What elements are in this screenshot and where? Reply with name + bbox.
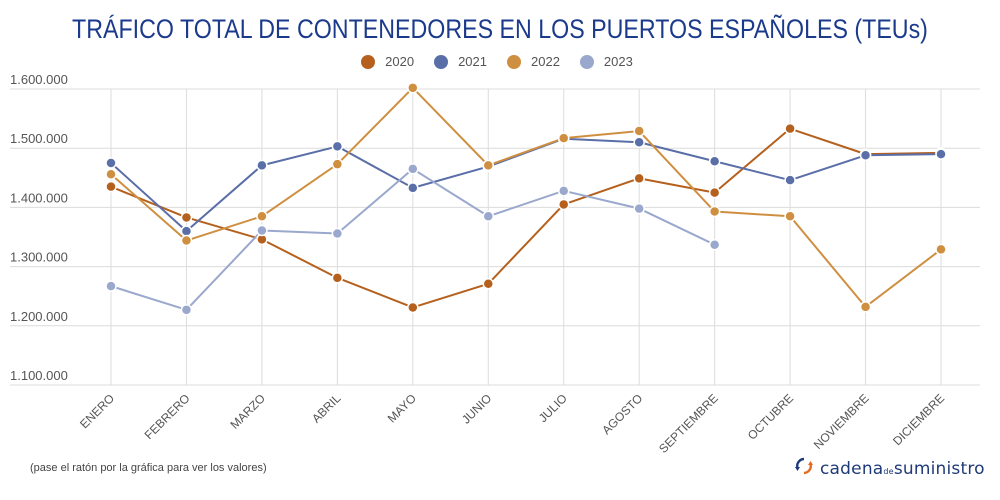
data-point[interactable]: 2020 SEPTIEMBRE: 1.425.000 [708,186,721,199]
series-2022-points: 2022 ENERO: 1.456.000 2022 FEBRERO: 1.344… [105,82,947,313]
x-tick-label: NOVIEMBRE [811,391,872,452]
brand-name-part2: de [883,466,894,476]
circular-arrows-icon [794,456,814,481]
data-point[interactable]: 2023 AGOSTO: 1.398.000 [633,202,645,215]
y-tick-label: 1.200.000 [10,309,68,324]
y-tick-label: 1.100.000 [10,368,68,383]
data-point[interactable]: 2021 AGOSTO: 1.510.000 [633,136,645,149]
legend-item-2021[interactable]: 2021 [434,54,487,69]
hover-hint: (pase el ratón por la gráfica para ver l… [30,462,267,474]
brand-name-part3: suministro [893,458,985,479]
grid [10,88,980,386]
x-tick-label: SEPTIEMBRE [656,391,721,456]
data-point[interactable]: 2023 JULIO: 1.428.000 [557,185,570,197]
x-tick-label: ABRIL [309,391,344,426]
series-2021-points: 2021 ENERO: 1.475.000 2021 FEBRERO: 1.360… [105,132,947,237]
data-point[interactable]: 2023 MAYO: 1.465.000 [407,163,419,175]
data-point[interactable]: 2022 OCTUBRE: 1.385.000 [784,210,796,223]
data-point[interactable]: 2020 FEBRERO: 1.383.000 [180,211,193,224]
x-tick-label: DICIEMBRE [890,391,947,448]
data-point[interactable]: 2021 MARZO: 1.471.000 [256,159,268,172]
brand-logo: cadenadesuministro [794,456,985,481]
y-tick-label: 1.500.000 [10,131,68,146]
data-point[interactable]: 2023 JUNIO: 1.385.000 [482,210,495,223]
series-2020 [110,127,942,309]
chart-title: TRÁFICO TOTAL DE CONTENEDORES EN LOS PUE… [72,14,928,44]
data-point[interactable]: 2021 ABRIL: 1.503.000 [331,140,344,153]
data-point[interactable]: 2022 MARZO: 1.385.000 [256,210,268,223]
legend-item-2022[interactable]: 2022 [507,54,560,69]
data-point[interactable]: 2021 FEBRERO: 1.360.000 [180,225,193,237]
x-tick-label: MAYO [385,391,419,425]
series-line [110,86,942,308]
data-point[interactable]: 2022 AGOSTO: 1.529.000 [633,125,645,137]
data-point[interactable]: 2023 SEPTIEMBRE: 1.337.000 [708,238,721,251]
data-point[interactable]: 2022 JUNIO: 1.471.000 [482,159,495,172]
data-point[interactable]: 2021 SEPTIEMBRE: 1.478.000 [708,155,721,167]
data-point[interactable]: 2022 DICIEMBRE: 1.329.000 [935,243,947,256]
x-tick-label: FEBRERO [142,391,193,442]
data-point[interactable]: 2023 FEBRERO: 1.227.000 [180,304,193,316]
data-point[interactable]: 2022 MAYO: 1.602.000 [407,82,419,94]
data-point[interactable]: 2021 ENERO: 1.475.000 [105,157,117,169]
legend-label: 2021 [458,54,487,69]
x-tick-label: OCTUBRE [745,391,796,442]
y-tick-label: 1.600.000 [10,72,68,87]
data-point[interactable]: 2020 OCTUBRE: 1.533.000 [784,122,796,135]
series-2023-points: 2023 ENERO: 1.267.000 2023 FEBRERO: 1.227… [105,163,721,316]
data-point[interactable]: 2023 MARZO: 1.361.000 [256,224,268,237]
y-axis-ticks: 1.100.000 1.200.000 1.300.000 1.400.000 1.50… [10,72,68,383]
data-point[interactable]: 2020 ABRIL: 1.281.000 [331,272,344,284]
x-axis-ticks: ENERO FEBRERO MARZO ABRIL MAYO JUNIO JULIO AGOS… [77,391,947,456]
data-point[interactable]: 2020 MAYO: 1.231.000 [407,301,419,314]
data-point[interactable]: 2021 MAYO: 1.433.000 [407,182,419,194]
legend-label: 2020 [385,54,415,69]
x-tick-label: ENERO [77,391,117,431]
legend-dot-icon [507,54,521,69]
y-tick-label: 1.400.000 [10,190,68,205]
legend-item-2020[interactable]: 2020 [361,54,414,69]
data-point[interactable]: 2022 ENERO: 1.456.000 [105,168,117,180]
data-point[interactable]: 2020 ENERO: 1.435.000 [105,180,117,193]
data-point[interactable]: 2023 ABRIL: 1.356.000 [331,227,344,240]
data-point[interactable]: 2020 JULIO: 1.405.000 [557,198,570,211]
brand-name: cadenadesuministro [820,459,985,479]
legend-dot-icon [361,54,376,69]
data-point[interactable]: 2022 ABRIL: 1.473.000 [331,158,344,170]
y-tick-label: 1.300.000 [10,250,68,265]
data-point[interactable]: 2020 JUNIO: 1.271.000 [482,278,495,290]
legend-item-2023[interactable]: 2023 [579,54,633,69]
legend-label: 2023 [603,54,633,69]
series-2022 [110,86,942,308]
brand-name-part1: cadena [820,458,884,479]
data-point[interactable]: 2022 NOVIEMBRE: 1.232.000 [859,301,872,313]
data-point[interactable]: 2021 OCTUBRE: 1.446.000 [784,174,796,186]
data-point[interactable]: 2021 DICIEMBRE: 1.490.000 [935,148,947,160]
legend-dot-icon [434,54,449,69]
legend: 2020 2021 2022 2023 [0,54,1000,69]
data-point[interactable]: 2022 FEBRERO: 1.344.000 [180,234,193,247]
data-point[interactable]: 2020 AGOSTO: 1.449.000 [633,172,645,185]
x-tick-label: JULIO [536,391,570,425]
data-point[interactable]: 2023 ENERO: 1.267.000 [105,280,117,292]
x-tick-label: JUNIO [459,391,494,426]
series-line [110,127,942,309]
data-point[interactable]: 2022 JULIO: 1.517.000 [557,132,570,144]
data-point[interactable]: 2022 SEPTIEMBRE: 1.393.000 [708,205,721,218]
x-tick-label: MARZO [227,391,268,432]
x-tick-label: AGOSTO [599,391,645,437]
data-point[interactable]: 2021 NOVIEMBRE: 1.488.000 [859,149,872,162]
legend-dot-icon [579,54,594,69]
series: 2020 ENERO: 1.435.000 2020 FEBRERO: 1.383… [105,82,947,316]
legend-label: 2022 [531,54,560,69]
